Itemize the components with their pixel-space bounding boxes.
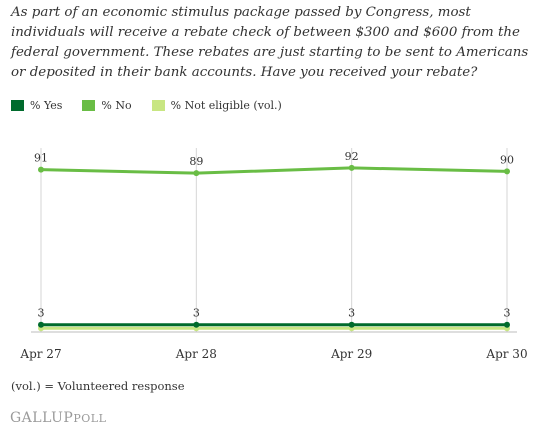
data-label-1-2: 92	[345, 150, 359, 163]
legend-swatch-no	[82, 100, 96, 111]
series-0-point-2	[348, 321, 355, 328]
series-1-point-0	[38, 166, 44, 173]
data-label-0-0: 3	[38, 307, 45, 320]
legend-label-yes: % Yes	[30, 99, 63, 112]
legend-item-yes: % Yes	[11, 99, 62, 112]
legend-swatch-not-eligible	[151, 100, 165, 111]
legend-swatch-yes	[11, 100, 24, 111]
line-chart: 3 3 3 3 91 89 92 90 Apr 27 Apr 28 Apr 29 Apr 30	[19, 148, 528, 361]
series-0-point-3	[504, 321, 510, 328]
brand-poll: POLL	[73, 412, 107, 425]
brand-gallup: GALLUP	[10, 410, 74, 426]
series-1-point-3	[504, 168, 510, 175]
legend-label-no: % No	[101, 99, 132, 112]
data-label-0-2: 3	[348, 307, 355, 320]
x-tick-label-3: Apr 30	[485, 347, 527, 361]
legend-item-not-eligible: % Not eligible (vol.)	[151, 99, 282, 112]
series-1-point-1	[193, 170, 200, 177]
legend-label-not-eligible: % Not eligible (vol.)	[170, 99, 282, 112]
footnote: (vol.) = Volunteered response	[11, 379, 185, 393]
data-label-0-1: 3	[193, 307, 200, 320]
data-label-1-0: 91	[34, 152, 48, 165]
series-line-1	[40, 166, 508, 175]
x-tick-label-1: Apr 28	[175, 347, 217, 361]
legend-item-no: % No	[82, 99, 132, 112]
x-tick-label-0: Apr 27	[19, 347, 61, 361]
chart-legend: % Yes % No % Not eligible (vol.)	[11, 99, 302, 112]
data-label-1-3: 90	[500, 153, 514, 166]
series-0-point-0	[38, 321, 44, 328]
series-0-point-1	[193, 321, 200, 328]
data-label-0-3: 3	[504, 307, 511, 320]
data-label-1-1: 89	[189, 155, 203, 168]
question-text: As part of an economic stimulus package …	[11, 5, 529, 80]
series-1-point-2	[348, 164, 355, 171]
x-tick-label-2: Apr 29	[330, 347, 372, 361]
gallup-poll-logo: GALLUPPOLL	[10, 410, 106, 426]
